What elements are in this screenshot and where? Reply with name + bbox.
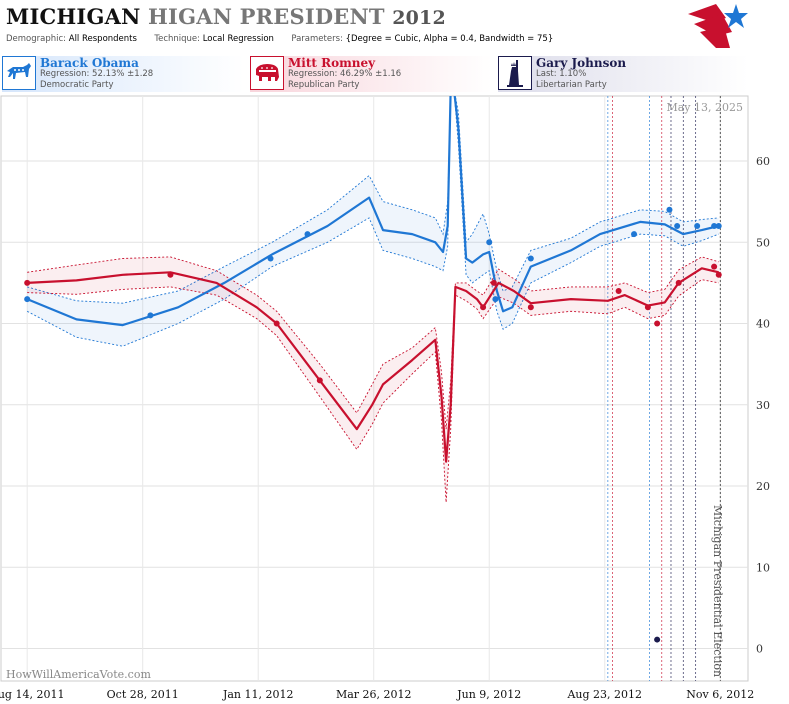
barack-obama-poll-point <box>694 223 701 229</box>
title-race: HIGAN PRESIDENT <box>148 4 385 29</box>
mitt-romney-poll-point <box>490 279 497 286</box>
election-label: Michigan Presidential Election <box>711 505 724 677</box>
parameters-label: Parameters: <box>291 34 343 44</box>
barack-obama-regression-line <box>26 96 719 327</box>
y-tick-label: 10 <box>756 561 770 574</box>
barack-obama-poll-point <box>492 296 499 303</box>
barack-obama-poll-point <box>674 223 681 229</box>
elephant-icon <box>250 56 284 90</box>
barack-obama-poll-point <box>486 239 493 246</box>
parameters-value: {Degree = Cubic, Alpha = 0.4, Bandwidth … <box>345 34 554 44</box>
y-tick-label: 50 <box>756 236 770 249</box>
barack-obama-lower-bound <box>26 96 719 347</box>
x-tick-label: Aug 23, 2012 <box>566 688 642 701</box>
candidate-stat: Regression: 46.29% ±1.16 <box>288 69 402 79</box>
x-tick-label: Jan 11, 2012 <box>222 688 294 701</box>
mitt-romney-poll-point <box>527 304 534 311</box>
page-title: MICHIGAN HIGAN PRESIDENT 2012 <box>6 4 446 29</box>
mitt-romney-poll-point <box>615 288 622 294</box>
mitt-romney-poll-point <box>644 304 651 311</box>
statue-of-liberty-icon <box>498 56 532 90</box>
donkey-icon <box>2 56 36 90</box>
y-tick-label: 40 <box>756 318 770 331</box>
barack-obama-poll-point <box>666 206 673 213</box>
chart-header: MICHIGAN HIGAN PRESIDENT 2012 Demographi… <box>0 0 789 54</box>
mitt-romney-poll-point <box>24 279 31 286</box>
poll-points <box>24 206 722 643</box>
barack-obama-poll-point <box>527 255 534 262</box>
mitt-romney-poll-point <box>480 304 487 311</box>
mitt-romney-poll-point <box>273 320 280 327</box>
axis-labels: 0 10 20 30 40 50 60 Aug 14, 2011 Oct 28, 2011 Jan… <box>0 155 770 701</box>
x-tick-label: Oct 28, 2011 <box>107 688 179 701</box>
watermark: HowWillAmericaVote.com <box>6 668 151 681</box>
y-tick-label: 60 <box>756 155 770 168</box>
demographic-value: All Respondents <box>68 34 137 44</box>
y-tick-label: 0 <box>756 643 763 656</box>
barack-obama-upper-bound <box>27 96 719 304</box>
barack-obama-band <box>27 96 719 347</box>
mitt-romney-poll-point <box>711 263 718 270</box>
candidate-stat: Last: 1.10% <box>536 69 587 79</box>
title-year: 2012 <box>392 7 446 29</box>
mitt-romney-band <box>27 256 719 503</box>
candidate-obama[interactable]: Barack Obama Regression: 52.13% ±1.28 De… <box>2 56 244 92</box>
barack-obama-poll-point <box>304 231 311 238</box>
confidence-bands <box>26 96 719 503</box>
chart-parameters: Demographic: All Respondents Technique: … <box>6 34 553 44</box>
candidate-name: Mitt Romney <box>288 56 376 70</box>
mitt-romney-poll-point <box>167 271 174 278</box>
x-tick-label: Jun 9, 2012 <box>456 688 521 701</box>
regression-lines <box>26 96 719 463</box>
candidate-romney[interactable]: Mitt Romney Regression: 46.29% ±1.16 Rep… <box>250 56 492 92</box>
x-tick-label: Mar 26, 2012 <box>336 688 412 701</box>
barack-obama-poll-point <box>267 255 274 262</box>
candidate-party: Republican Party <box>288 80 360 90</box>
mitt-romney-poll-point <box>675 279 682 286</box>
mitt-romney-lower-bound <box>27 279 719 503</box>
y-tick-label: 30 <box>756 399 770 412</box>
candidate-stat: Regression: 52.13% ±1.28 <box>40 69 154 79</box>
grid <box>0 95 749 682</box>
mitt-romney-poll-point <box>654 320 661 327</box>
barack-obama-poll-point <box>24 296 31 303</box>
barack-obama-poll-point <box>147 312 154 319</box>
technique-label: Technique: <box>154 34 201 44</box>
barack-obama-poll-point <box>631 231 638 238</box>
plot-frame <box>0 95 749 682</box>
x-tick-label: Nov 6, 2012 <box>686 688 754 701</box>
x-tick-label: Aug 14, 2011 <box>0 688 64 701</box>
candidate-party: Libertarian Party <box>536 80 607 90</box>
mitt-romney-poll-point <box>316 377 323 384</box>
candidate-name: Gary Johnson <box>536 56 627 70</box>
barack-obama-poll-point <box>715 223 722 229</box>
mitt-romney-regression-line <box>27 267 719 463</box>
mitt-romney-poll-point <box>715 271 722 278</box>
demographic-label: Demographic: <box>6 34 67 44</box>
candidate-johnson[interactable]: Gary Johnson Last: 1.10% Libertarian Par… <box>498 56 748 92</box>
candidate-party: Democratic Party <box>40 80 114 90</box>
date-stamp: May 13, 2025 <box>666 101 743 114</box>
site-logo <box>688 4 748 48</box>
candidate-name: Barack Obama <box>40 56 139 70</box>
y-tick-label: 20 <box>756 480 770 493</box>
gary-johnson-poll-point <box>654 636 661 643</box>
barack-obama-poll-point <box>711 223 718 229</box>
technique-value: Local Regression <box>202 34 274 44</box>
title-state: MICHIGAN <box>6 4 141 29</box>
